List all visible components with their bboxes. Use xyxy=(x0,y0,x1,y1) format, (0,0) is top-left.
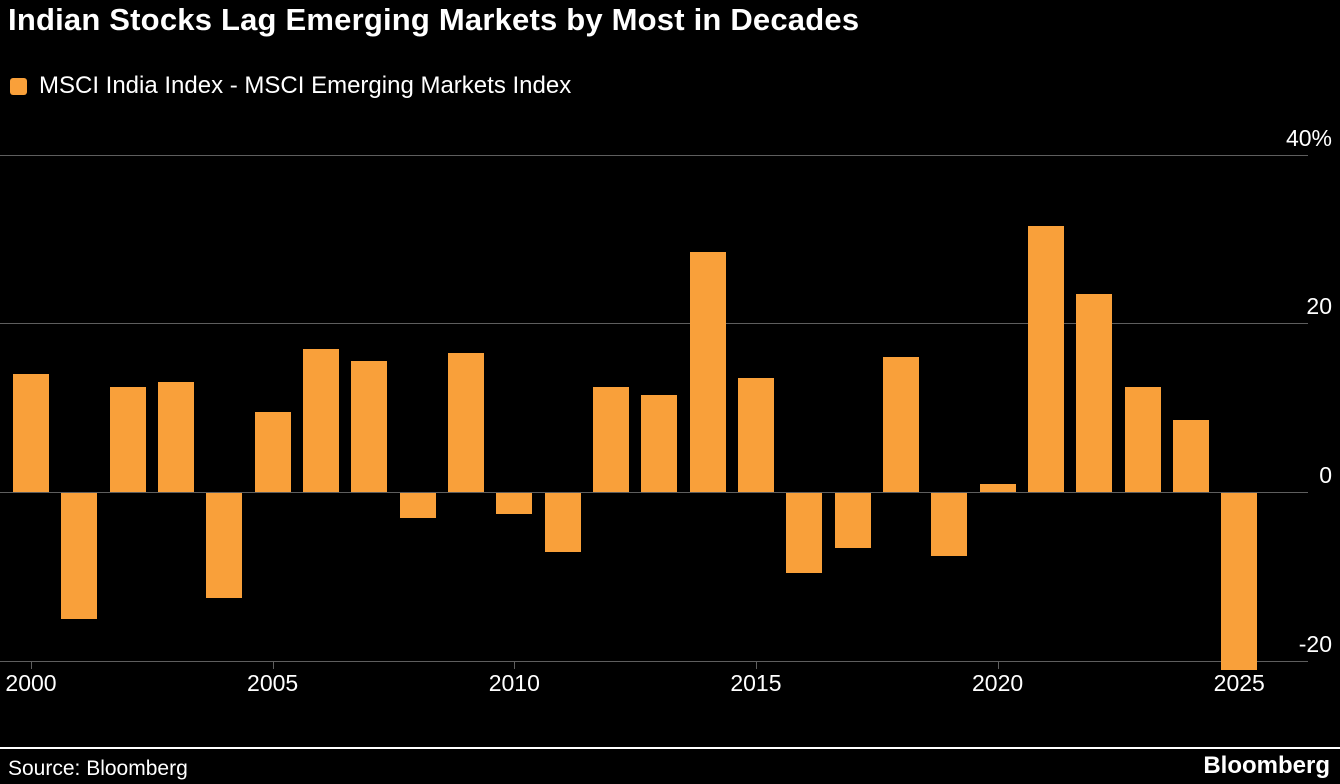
y-axis-label: 0 xyxy=(1319,462,1332,488)
x-axis-label: 2025 xyxy=(1213,670,1265,696)
bar xyxy=(206,493,243,599)
x-axis-label: 2010 xyxy=(488,670,540,696)
x-axis-tick xyxy=(997,660,999,669)
x-axis-tick xyxy=(272,660,274,669)
bar xyxy=(1076,293,1113,492)
bloomberg-logo: Bloomberg xyxy=(1203,752,1330,779)
bar xyxy=(592,386,629,492)
chart-title: Indian Stocks Lag Emerging Markets by Mo… xyxy=(8,2,860,37)
bar xyxy=(689,251,726,492)
bar xyxy=(447,352,484,492)
bar xyxy=(61,493,98,620)
bar xyxy=(1172,420,1209,492)
x-axis-tick xyxy=(755,660,757,669)
bar xyxy=(302,348,339,492)
x-axis-label: 2005 xyxy=(247,670,299,696)
legend-swatch-icon xyxy=(10,77,27,95)
bar xyxy=(1221,493,1258,671)
bar xyxy=(157,382,194,492)
gridline xyxy=(0,154,1308,156)
y-axis-label: -20 xyxy=(1298,630,1332,657)
bar xyxy=(1124,386,1161,492)
bar xyxy=(496,493,533,515)
bar xyxy=(544,493,581,552)
y-axis-label: 40% xyxy=(1285,124,1332,151)
gridline xyxy=(0,492,1308,493)
legend: MSCI India Index - MSCI Emerging Markets… xyxy=(10,72,571,100)
bar xyxy=(737,378,774,492)
bar xyxy=(641,395,678,492)
bar xyxy=(109,386,146,492)
bar xyxy=(882,357,919,492)
x-axis-label: 2000 xyxy=(5,670,57,696)
bar xyxy=(254,411,291,492)
bar xyxy=(1027,226,1064,492)
source-credit: Source: Bloomberg xyxy=(8,757,188,780)
x-axis-label: 2020 xyxy=(972,670,1024,696)
bar xyxy=(979,483,1016,492)
gridline xyxy=(0,323,1308,325)
y-axis-label: 20 xyxy=(1306,293,1332,320)
bar xyxy=(13,373,49,492)
bar xyxy=(834,493,871,548)
legend-label: MSCI India Index - MSCI Emerging Markets… xyxy=(39,72,572,99)
bar xyxy=(399,493,436,519)
footer-divider xyxy=(0,747,1340,749)
bar xyxy=(931,493,968,557)
bar xyxy=(351,361,388,492)
x-axis-tick xyxy=(514,660,516,669)
x-axis-label: 2015 xyxy=(730,670,782,696)
gridline xyxy=(0,660,1308,662)
x-axis-tick xyxy=(31,660,32,669)
bar xyxy=(786,493,823,574)
plot-area: 40% 20 0 -20 2000 2005 2010 2015 2020 2025 xyxy=(0,124,1340,728)
